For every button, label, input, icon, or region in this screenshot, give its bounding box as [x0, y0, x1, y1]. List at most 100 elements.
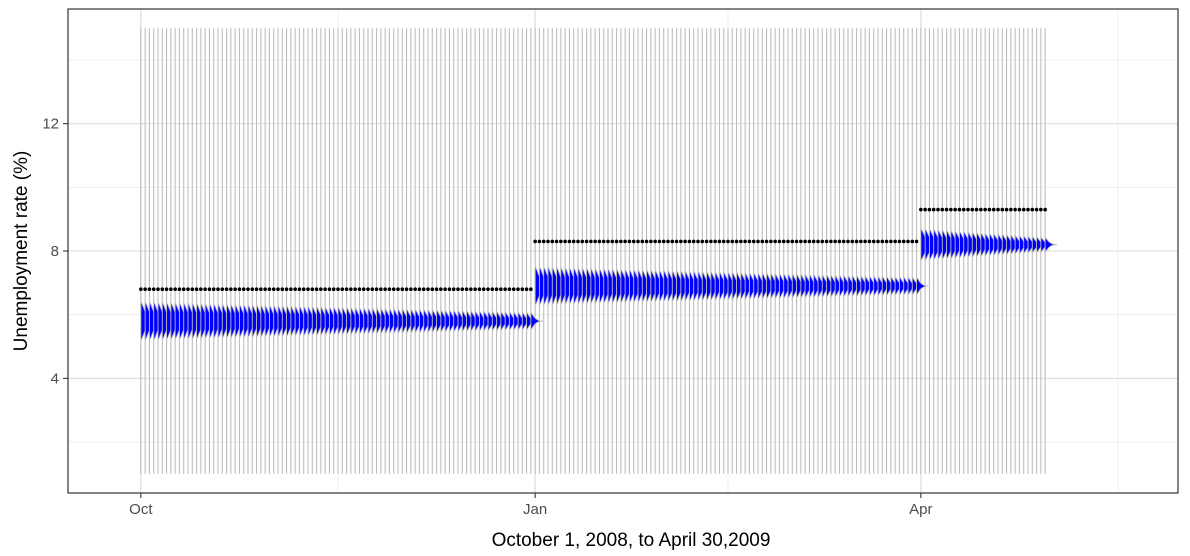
actual-rate-point	[751, 239, 756, 244]
actual-rate-point	[970, 207, 975, 212]
actual-rate-point	[841, 239, 846, 244]
actual-rate-point	[567, 239, 572, 244]
actual-rate-point	[876, 239, 880, 244]
actual-rate-point	[781, 239, 786, 244]
actual-rate-point	[936, 207, 940, 212]
actual-rate-point	[640, 239, 645, 244]
actual-rate-point	[1026, 207, 1030, 212]
actual-rate-point	[979, 207, 983, 212]
actual-rate-point	[773, 239, 777, 244]
actual-rate-point	[241, 287, 246, 292]
actual-rate-point	[700, 239, 705, 244]
actual-rate-point	[400, 287, 405, 292]
actual-rate-point	[721, 239, 726, 244]
x-axis-title: October 1, 2008, to April 30,2009	[492, 530, 771, 551]
actual-rate-point	[794, 239, 799, 244]
actual-rate-point	[469, 287, 473, 292]
actual-rate-point	[704, 239, 709, 244]
actual-rate-point	[481, 287, 486, 292]
actual-rate-point	[541, 239, 546, 244]
actual-rate-point	[434, 287, 439, 292]
actual-rate-point	[1004, 207, 1009, 212]
actual-rate-point	[627, 239, 632, 244]
actual-rate-point	[164, 287, 169, 292]
actual-rate-point	[589, 239, 593, 244]
actual-rate-point	[233, 287, 237, 292]
actual-rate-point	[267, 287, 272, 292]
actual-rate-point	[683, 239, 687, 244]
y-tick-label: 4	[51, 370, 59, 387]
actual-rate-point	[473, 287, 477, 292]
actual-rate-point	[516, 287, 520, 292]
actual-rate-point	[417, 287, 422, 292]
actual-rate-point	[430, 287, 435, 292]
actual-rate-point	[923, 207, 927, 212]
actual-rate-point	[319, 287, 323, 292]
actual-rate-point	[713, 239, 717, 244]
actual-rate-point	[1030, 207, 1035, 212]
actual-rate-point	[734, 239, 739, 244]
actual-rate-point	[340, 287, 345, 292]
actual-rate-point	[940, 207, 945, 212]
actual-rate-point	[374, 287, 379, 292]
actual-rate-point	[623, 239, 627, 244]
actual-rate-point	[559, 239, 563, 244]
actual-rate-point	[443, 287, 447, 292]
actual-rate-point	[237, 287, 242, 292]
actual-rate-point	[850, 239, 855, 244]
actual-rate-point	[229, 287, 233, 292]
actual-rate-point	[289, 287, 293, 292]
actual-rate-point	[169, 287, 173, 292]
actual-rate-point	[1043, 207, 1047, 212]
actual-rate-point	[961, 207, 966, 212]
actual-rate-point	[349, 287, 353, 292]
actual-rate-point	[610, 239, 615, 244]
actual-rate-point	[739, 239, 743, 244]
actual-rate-point	[387, 287, 392, 292]
actual-rate-point	[383, 287, 387, 292]
x-tick-label: Jan	[523, 501, 547, 518]
actual-rate-point	[889, 239, 893, 244]
actual-rate-levels	[139, 207, 1047, 292]
actual-rate-point	[824, 239, 829, 244]
density-ridge	[530, 312, 543, 331]
actual-rate-point	[139, 287, 143, 292]
actual-rate-point	[593, 239, 597, 244]
actual-rate-point	[949, 207, 953, 212]
actual-rate-point	[147, 287, 152, 292]
actual-rate-point	[413, 287, 417, 292]
actual-rate-point	[1013, 207, 1017, 212]
actual-rate-point	[597, 239, 602, 244]
actual-rate-point	[421, 287, 426, 292]
actual-rate-point	[259, 287, 263, 292]
forecast-densities	[140, 228, 1058, 341]
actual-rate-point	[730, 239, 735, 244]
actual-rate-point	[619, 239, 623, 244]
actual-rate-point	[507, 287, 512, 292]
actual-rate-point	[263, 287, 267, 292]
actual-rate-point	[867, 239, 872, 244]
actual-rate-point	[880, 239, 885, 244]
actual-rate-point	[957, 207, 962, 212]
x-tick-label: Oct	[129, 501, 153, 518]
actual-rate-point	[816, 239, 820, 244]
actual-rate-point	[657, 239, 662, 244]
actual-rate-point	[726, 239, 730, 244]
actual-rate-point	[143, 287, 147, 292]
actual-rate-point	[777, 239, 782, 244]
actual-rate-point	[644, 239, 649, 244]
actual-rate-point	[717, 239, 722, 244]
actual-rate-point	[529, 287, 533, 292]
actual-rate-point	[276, 287, 280, 292]
actual-rate-point	[327, 287, 332, 292]
actual-rate-point	[944, 207, 949, 212]
actual-rate-point	[653, 239, 657, 244]
actual-rate-point	[631, 239, 636, 244]
y-tick-label: 12	[42, 116, 59, 133]
actual-rate-point	[216, 287, 220, 292]
actual-rate-point	[366, 287, 370, 292]
actual-rate-point	[601, 239, 606, 244]
actual-rate-point	[331, 287, 336, 292]
actual-rate-point	[743, 239, 747, 244]
